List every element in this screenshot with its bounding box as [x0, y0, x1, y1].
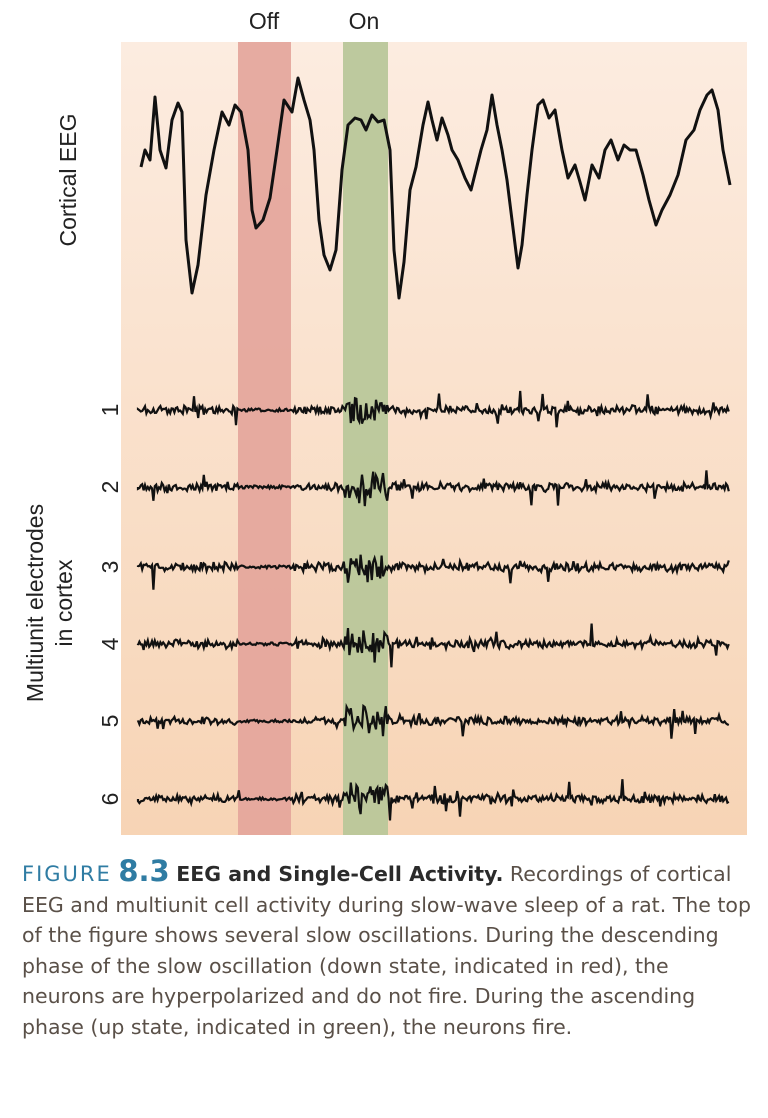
off-label: Off: [249, 8, 280, 34]
multiunit-trace-6: [136, 779, 730, 821]
eeg-axis-label: Cortical EEG: [55, 114, 81, 247]
figure-caption: FIGURE 8.3 EEG and Single-Cell Activity.…: [22, 856, 752, 1042]
caption-figure-number: 8.3: [118, 854, 170, 888]
electrode-number-4: 4: [97, 637, 123, 650]
caption-body: Recordings of cortical EEG and multiunit…: [22, 862, 751, 1039]
on-label: On: [349, 8, 380, 34]
electrode-numbers: 1 2 3 4 5 6: [97, 404, 123, 806]
on-state-band: [343, 42, 388, 835]
electrode-number-1: 1: [97, 404, 123, 417]
multiunit-trace-5: [136, 702, 730, 739]
eeg-figure: Off On Cortical EEG Multiunit electrodes…: [22, 8, 747, 835]
caption-title: EEG and Single-Cell Activity.: [176, 862, 504, 886]
electrodes-axis-label-line1: Multiunit electrodes: [22, 504, 48, 702]
electrodes-axis-label-line2: in cortex: [51, 559, 77, 646]
eeg-trace: [139, 76, 732, 300]
caption-figure-word: FIGURE: [22, 862, 112, 886]
figure-background: [121, 42, 747, 835]
multiunit-trace-2: [136, 470, 730, 507]
electrode-number-2: 2: [97, 481, 123, 494]
multiunit-trace-1: [136, 390, 730, 428]
electrode-number-3: 3: [97, 561, 123, 574]
multiunit-trace-3: [136, 554, 730, 590]
off-state-band: [238, 42, 291, 835]
electrode-number-5: 5: [97, 715, 123, 728]
multiunit-trace-4: [136, 623, 730, 668]
electrode-number-6: 6: [97, 793, 123, 806]
